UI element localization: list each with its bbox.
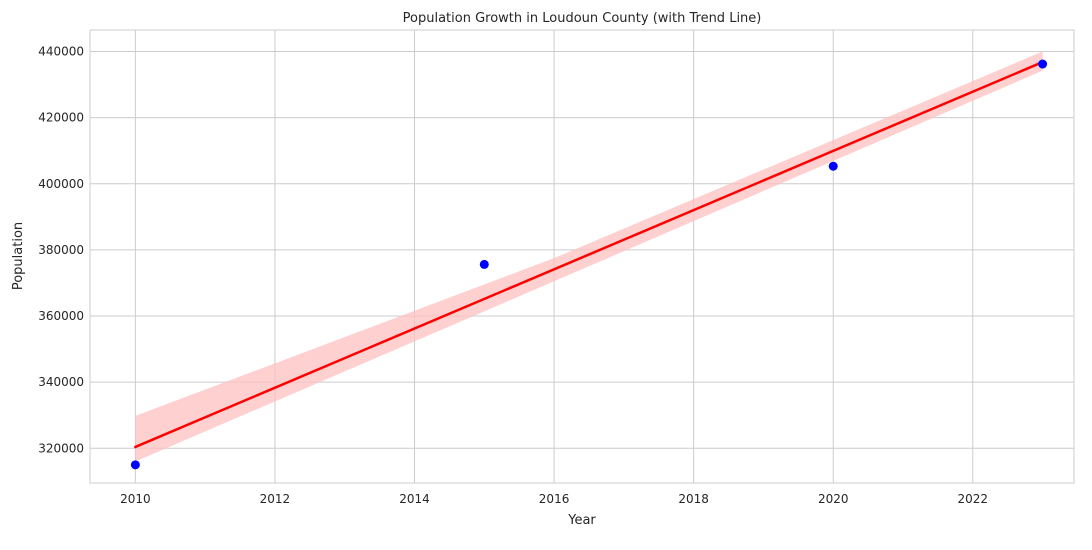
y-tick-label: 380000 [38,243,84,257]
x-tick-label: 2018 [678,492,709,506]
trend-line [134,60,1044,449]
y-tick-label: 320000 [38,441,84,455]
x-tick-label: 2010 [120,492,151,506]
y-tick-label: 360000 [38,309,84,323]
x-tick-label: 2022 [958,492,989,506]
scatter-points-layer [130,59,1048,470]
trend-line-layer [134,60,1044,449]
x-tick-label: 2014 [399,492,430,506]
y-tick-label: 400000 [38,177,84,191]
x-tick-labels: 2010 2012 2014 2016 2018 2020 2022 [120,492,988,506]
x-tick-label: 2020 [818,492,849,506]
y-tick-labels: 320000 340000 360000 380000 400000 420000 4400… [38,44,84,455]
confidence-band [135,51,1043,462]
y-tick-label: 340000 [38,375,84,389]
y-tick-label: 420000 [38,111,84,125]
scatter-point [479,259,489,269]
scatter-point [130,460,140,470]
x-tick-label: 2016 [539,492,570,506]
scatter-point [1038,59,1048,69]
x-tick-label: 2012 [260,492,291,506]
y-tick-label: 440000 [38,44,84,58]
chart-title: Population Growth in Loudoun County (wit… [403,11,762,26]
y-axis-label: Population [11,222,26,290]
confidence-band-layer [135,51,1043,462]
scatter-point [828,161,838,171]
x-axis-label: Year [567,513,596,528]
